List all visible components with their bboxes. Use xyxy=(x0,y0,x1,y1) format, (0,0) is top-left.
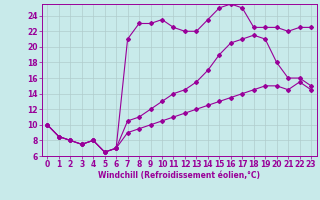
X-axis label: Windchill (Refroidissement éolien,°C): Windchill (Refroidissement éolien,°C) xyxy=(98,171,260,180)
